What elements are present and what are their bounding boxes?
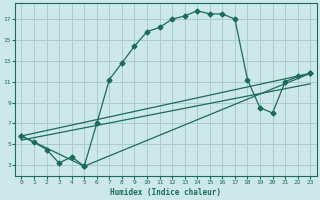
- X-axis label: Humidex (Indice chaleur): Humidex (Indice chaleur): [110, 188, 221, 197]
